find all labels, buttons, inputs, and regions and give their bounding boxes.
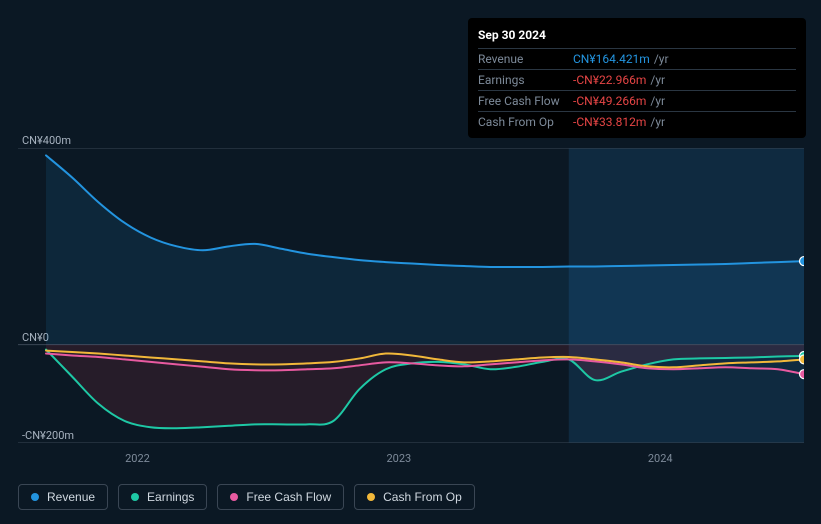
tooltip-row-value: -CN¥33.812m xyxy=(573,115,646,129)
tooltip-row: Earnings-CN¥22.966m/yr xyxy=(478,70,796,91)
tooltip-row: RevenueCN¥164.421m/yr xyxy=(478,49,796,70)
tooltip-row-label: Cash From Op xyxy=(478,115,573,129)
tooltip-row: Cash From Op-CN¥33.812m/yr xyxy=(478,112,796,132)
x-axis-label: 2023 xyxy=(386,452,411,465)
line-chart xyxy=(18,148,804,443)
tooltip-row-label: Revenue xyxy=(478,52,573,66)
legend-item-label: Cash From Op xyxy=(383,490,462,504)
tooltip-row-suffix: /yr xyxy=(650,115,665,129)
x-axis-labels: 2022 2023 2024 xyxy=(18,452,804,468)
financial-chart-panel: Sep 30 2024 RevenueCN¥164.421m/yrEarning… xyxy=(0,0,821,524)
legend-dot-icon xyxy=(367,493,375,501)
legend-item-label: Revenue xyxy=(47,490,95,504)
legend-dot-icon xyxy=(31,493,39,501)
legend-item-free-cash-flow[interactable]: Free Cash Flow xyxy=(217,484,344,510)
legend-item-label: Free Cash Flow xyxy=(246,490,331,504)
tooltip-row-suffix: /yr xyxy=(654,52,669,66)
tooltip-row-value: -CN¥22.966m xyxy=(573,73,646,87)
tooltip-row-suffix: /yr xyxy=(650,94,665,108)
hover-tooltip: Sep 30 2024 RevenueCN¥164.421m/yrEarning… xyxy=(468,18,806,138)
legend-dot-icon xyxy=(230,493,238,501)
legend-item-cash-from-op[interactable]: Cash From Op xyxy=(354,484,475,510)
legend-dot-icon xyxy=(131,493,139,501)
legend-item-label: Earnings xyxy=(147,490,194,504)
x-axis-label: 2024 xyxy=(648,452,673,465)
legend-item-earnings[interactable]: Earnings xyxy=(118,484,207,510)
tooltip-row-value: -CN¥49.266m xyxy=(573,94,646,108)
legend-item-revenue[interactable]: Revenue xyxy=(18,484,108,510)
tooltip-row-value: CN¥164.421m xyxy=(573,52,650,66)
tooltip-row-label: Free Cash Flow xyxy=(478,94,573,108)
x-axis-label: 2022 xyxy=(125,452,150,465)
tooltip-row-suffix: /yr xyxy=(650,73,665,87)
y-axis-label: CN¥400m xyxy=(22,134,71,147)
tooltip-row: Free Cash Flow-CN¥49.266m/yr xyxy=(478,91,796,112)
tooltip-date: Sep 30 2024 xyxy=(478,26,796,49)
tooltip-row-label: Earnings xyxy=(478,73,573,87)
legend: Revenue Earnings Free Cash Flow Cash From O… xyxy=(18,484,475,510)
